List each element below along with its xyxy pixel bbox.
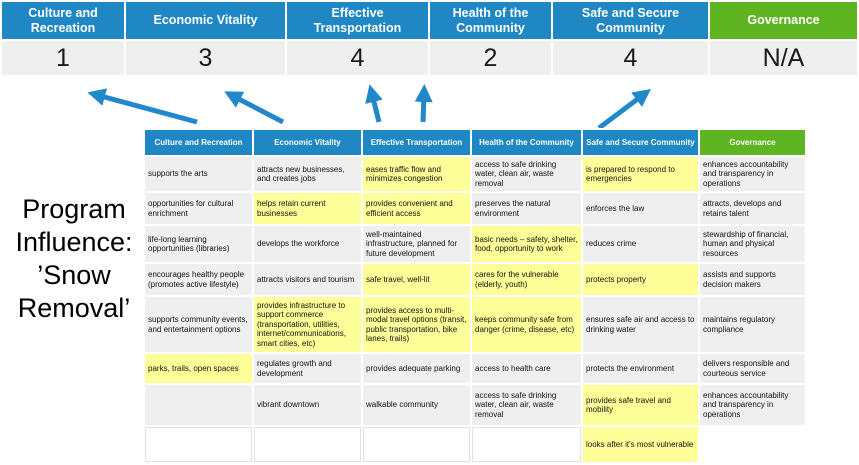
matrix-cell: basic needs – safety, shelter, food, opp… xyxy=(470,224,583,264)
matrix-cell: provides convenient and efficient access xyxy=(361,191,472,226)
matrix-cell: access to health care xyxy=(470,352,583,385)
summary-column: Safe and Secure Community 4 xyxy=(553,2,708,75)
matrix-header-cell: Health of the Community xyxy=(470,128,583,157)
matrix-cell: protects the environment xyxy=(581,352,700,385)
summary-column: Economic Vitality 3 xyxy=(126,2,285,75)
matrix-cell: regulates growth and development xyxy=(252,352,363,385)
matrix-cell xyxy=(361,425,472,464)
matrix-cell xyxy=(252,425,363,464)
matrix-cell xyxy=(143,383,254,427)
matrix-cell: enhances accountability and transparency… xyxy=(698,155,807,193)
matrix-cell: attracts visitors and tourism xyxy=(252,262,363,297)
matrix-header-cell: Culture and Recreation xyxy=(143,128,254,157)
matrix-cell: assists and supports decision makers xyxy=(698,262,807,297)
summary-score-cell: 4 xyxy=(553,41,708,75)
matrix-cell: eases traffic flow and minimizes congest… xyxy=(361,155,472,193)
matrix-header-cell: Safe and Secure Community xyxy=(581,128,700,157)
matrix-cell: access to safe drinking water, clean air… xyxy=(470,383,583,427)
matrix-header-cell: Economic Vitality xyxy=(252,128,363,157)
matrix-cell: helps retain current businesses xyxy=(252,191,363,226)
matrix-cell: reduces crime xyxy=(581,224,700,264)
matrix-cell: protects property xyxy=(581,262,700,297)
summary-column: Effective Transportation 4 xyxy=(287,2,428,75)
summary-score-cell: 2 xyxy=(430,41,551,75)
arrow-icon xyxy=(597,89,652,130)
summary-header-cell: Governance xyxy=(710,2,857,39)
matrix-cell: stewardship of financial, human and phys… xyxy=(698,224,807,264)
table-row: encourages healthy people (promotes acti… xyxy=(143,262,807,297)
summary-column: Culture and Recreation 1 xyxy=(2,2,124,75)
table-row: vibrant downtown walkable community access… xyxy=(143,383,807,427)
arrow-icon xyxy=(365,84,383,123)
summary-score-cell: 4 xyxy=(287,41,428,75)
summary-header-cell: Effective Transportation xyxy=(287,2,428,39)
matrix-cell: develops the workforce xyxy=(252,224,363,264)
matrix-cell: ensures safe air and access to drinking … xyxy=(581,295,700,354)
matrix-cell xyxy=(470,425,583,464)
matrix-cell: safe travel, well-lit xyxy=(361,262,472,297)
summary-header-cell: Safe and Secure Community xyxy=(553,2,708,39)
matrix-cell: supports the arts xyxy=(143,155,254,193)
summary-column: Governance N/A xyxy=(710,2,857,75)
matrix-cell: enforces the law xyxy=(581,191,700,226)
table-row: looks after it's most vulnerable xyxy=(143,425,807,464)
matrix-cell xyxy=(698,425,807,464)
matrix-cell: well-maintained infrastructure, planned … xyxy=(361,224,472,264)
arrow-icon xyxy=(414,84,433,123)
matrix-cell xyxy=(143,425,254,464)
matrix-cell: preserves the natural environment xyxy=(470,191,583,226)
matrix-table: Culture and Recreation Economic Vitality E… xyxy=(143,128,807,464)
matrix-header-row: Culture and Recreation Economic Vitality E… xyxy=(143,128,807,157)
summary-score-cell: 3 xyxy=(126,41,285,75)
matrix-cell: attracts, develops and retains talent xyxy=(698,191,807,226)
matrix-cell: walkable community xyxy=(361,383,472,427)
summary-table: Culture and Recreation 1 Economic Vitality… xyxy=(2,2,857,75)
matrix-cell: provides infrastructure to support comme… xyxy=(252,295,363,354)
matrix-header-tr: Culture and Recreation Economic Vitality E… xyxy=(143,128,807,157)
matrix-cell: opportunities for cultural enrichment xyxy=(143,191,254,226)
matrix-cell: delivers responsible and courteous servi… xyxy=(698,352,807,385)
table-row: supports community events, and entertain… xyxy=(143,295,807,354)
matrix-cell: maintains regulatory compliance xyxy=(698,295,807,354)
matrix-cell: cares for the vulnerable (elderly, youth… xyxy=(470,262,583,297)
matrix-cell: supports community events, and entertain… xyxy=(143,295,254,354)
matrix-cell: access to safe drinking water, clean air… xyxy=(470,155,583,193)
matrix-cell: provides adequate parking xyxy=(361,352,472,385)
summary-column: Health of the Community 2 xyxy=(430,2,551,75)
summary-header-cell: Health of the Community xyxy=(430,2,551,39)
matrix-cell: provides safe travel and mobility xyxy=(581,383,700,427)
table-row: parks, trails, open spaces regulates grow… xyxy=(143,352,807,385)
arrow-icon xyxy=(87,88,198,125)
summary-score-cell: N/A xyxy=(710,41,857,75)
matrix-cell: keeps community safe from danger (crime,… xyxy=(470,295,583,354)
matrix-cell: is prepared to respond to emergencies xyxy=(581,155,700,193)
table-row: supports the arts attracts new businesses… xyxy=(143,155,807,193)
program-title: Program Influence: ’Snow Removal’ xyxy=(15,194,133,323)
arrow-icon xyxy=(224,91,285,125)
matrix-cell: looks after it's most vulnerable xyxy=(581,425,700,464)
matrix-header-cell: Governance xyxy=(698,128,807,157)
matrix-header-cell: Effective Transportation xyxy=(361,128,472,157)
matrix-cell: enhances accountability and transparency… xyxy=(698,383,807,427)
matrix-cell: encourages healthy people (promotes acti… xyxy=(143,262,254,297)
table-row: life-long learning opportunities (librar… xyxy=(143,224,807,264)
matrix-cell: provides access to multi-modal travel op… xyxy=(361,295,472,354)
matrix-cell: life-long learning opportunities (librar… xyxy=(143,224,254,264)
table-row: opportunities for cultural enrichment hel… xyxy=(143,191,807,226)
matrix-cell: vibrant downtown xyxy=(252,383,363,427)
summary-score-cell: 1 xyxy=(2,41,124,75)
matrix-cell: parks, trails, open spaces xyxy=(143,352,254,385)
summary-header-cell: Culture and Recreation xyxy=(2,2,124,39)
matrix-body: supports the arts attracts new businesses… xyxy=(143,155,807,464)
matrix-cell: attracts new businesses, and creates job… xyxy=(252,155,363,193)
summary-header-cell: Economic Vitality xyxy=(126,2,285,39)
